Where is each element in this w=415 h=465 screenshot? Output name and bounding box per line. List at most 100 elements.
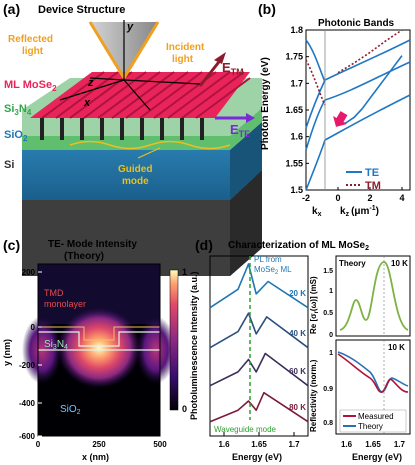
incident-label: Incident [166,42,205,53]
panel-c-title: TE- Mode Intensity [48,239,137,250]
panel-a-title: Device Structure [38,4,125,16]
panel-b-label: (b) [258,1,276,17]
pl-ylabel: Photoluminescence Intensity (a.u.) [189,271,199,420]
legend-te: TE [365,167,379,179]
refl-10k-label: 10 K [388,343,405,352]
etm-arrowhead [214,52,226,64]
pl-xlabel: Energy (eV) [232,452,282,462]
re-ylabel: Re [σr(ω)] (mS) [309,276,320,334]
re-ytick-label: 1.5 [323,268,333,275]
c-ytick-label: 200 [22,268,36,277]
re-sigma-curve [339,261,409,331]
guided-pointer [137,147,161,159]
legend-tm: TM [365,180,381,192]
pl-curve-2 [209,352,309,387]
colorbar [169,269,179,411]
grating-lines [41,71,251,119]
right-xtick-label: 1.6 [341,440,353,449]
highlight-arrow [333,111,348,127]
ete-label: ETE [230,122,250,139]
waveguide-label: Waveguide mode [214,425,277,434]
panel-d-label: (d) [195,237,213,253]
pl-curve-1 [209,312,309,349]
incident-label-2: light [172,54,194,65]
band-curve-kx [305,59,326,106]
pl-temp-label: 40 K [289,329,306,338]
pl-xtick-label: 1.65 [251,440,267,449]
c-ytick-label: 0 [31,323,36,332]
legend-measured: Measured [358,412,394,421]
re-ytick-label: 0.5 [323,310,333,317]
etm-label: ETM [222,60,244,77]
refl-legend-box [339,409,407,433]
pl-xtick-label: 1.7 [288,440,300,449]
ete-arrowhead [246,113,255,123]
band-curve-kz [324,61,411,101]
layer-mose2-label: ML MoSe2 [4,79,57,93]
b-xtick-label: 2 [367,193,372,203]
tmd-outline [38,326,160,341]
legend-theory: Theory [358,422,383,431]
guided-label-2: mode [122,176,149,187]
band-tm [337,29,403,74]
pl-curves [209,263,309,423]
pl-annot-1: PL from [254,255,282,264]
pl-temp-label: 80 K [289,403,306,412]
refl-yticks: 1 0.9 0.8 [323,350,333,427]
incident-ray [122,21,160,79]
re-theory-label: Theory [339,259,366,268]
panel-a-label: (a) [3,1,20,17]
band-curve-kx [305,39,326,83]
re-ytick-label: 0 [329,332,333,339]
b-ytick-label: 1.55 [285,158,303,168]
panel-c-frame [37,263,161,437]
panel-c-label: (c) [3,237,20,253]
band-curve-kx [305,99,326,151]
re-ytick-label: 1 [329,288,333,295]
c-xtick-label: 250 [92,440,106,449]
b-ytick-label: 1.75 [285,52,303,62]
si-substrate-side [230,170,262,276]
refl-ytick-label: 0.9 [323,386,333,393]
b-ytick-label: 1.8 [290,25,303,35]
pl-curve-0 [209,263,309,309]
panel-b-curves [305,29,411,191]
b-ytick-label: 1.6 [290,132,303,142]
panel-b-ylabel: Photon Energy (eV) [260,57,271,150]
panel-b-yticks: 1.5 1.55 1.6 1.65 1.7 1.75 1.8 [285,25,309,195]
sio2-label: SiO2 [60,404,81,416]
b-ytick-label: 1.7 [290,78,303,88]
sio2-layer [22,122,262,200]
right-xticks: 1.6 1.65 1.7 [341,440,406,449]
panel-b-legend: TE TM [346,167,381,192]
grating-teeth [40,118,204,140]
sio2-layer-side [230,122,262,200]
layer-si-label: Si [4,159,14,171]
x-axis-arrow [59,79,125,101]
b-ytick-label: 1.5 [290,185,303,195]
layer-sin-label: Si3N4 [4,103,32,117]
panel-b: (b) Photonic Bands 1.5 1.55 1.6 1.65 1.7 1.75… [258,1,411,218]
pl-temp-label: 20 K [289,289,306,298]
panel-d: (d) Characterization of ML MoSe2 Photolu… [189,237,411,462]
b-xtick-label: 0 [335,193,340,203]
panel-c-xlabel: x (nm) [82,452,109,462]
panel-b-frame [305,29,411,191]
panel-b-title: Photonic Bands [318,18,395,29]
panel-b-xticks: -2 0 2 4 [302,187,405,203]
sin-outline-top [38,331,160,347]
re-yticks: 1.5 1 0.5 0 [323,268,333,339]
b-xtick-label: -2 [302,193,310,203]
pl-temp-label: 60 K [289,367,306,376]
refl-ytick-label: 0.8 [323,420,333,427]
pl-annot-2: MoSe2 ML [254,265,292,276]
z-axis-arrow [89,77,125,81]
panel-b-xlabel-kx: kx [312,206,322,218]
axis-z-label: z [87,77,94,89]
si-substrate [22,170,262,276]
band-curve-kz [324,39,411,81]
panel-c-ylabel: y (nm) [2,339,12,366]
mose2-layer [30,72,250,118]
panel-c-yticks: 200 0 -200 -400 -600 [19,268,42,441]
